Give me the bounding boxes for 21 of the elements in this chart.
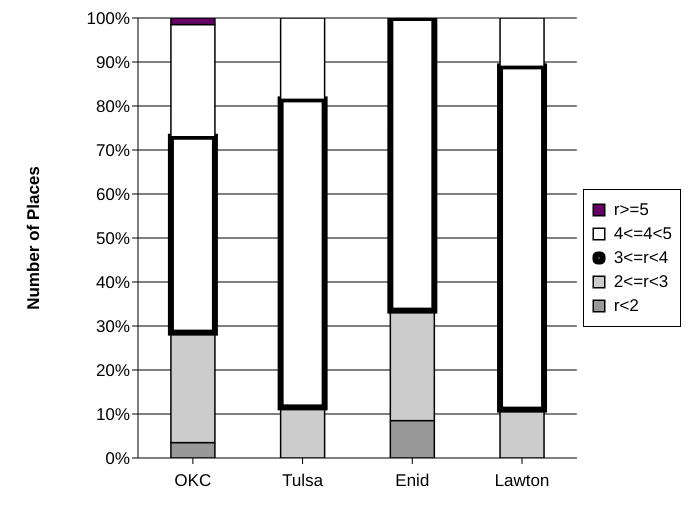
x-tick-label: Lawton bbox=[494, 471, 550, 490]
legend-label: r<2 bbox=[614, 296, 639, 316]
y-tick-label: 90% bbox=[96, 53, 130, 72]
y-axis-title: Number of Places bbox=[24, 166, 44, 310]
legend-label: 3<=r<4 bbox=[614, 248, 668, 268]
legend-label: 2<=r<3 bbox=[614, 272, 668, 292]
y-tick-label: 0% bbox=[105, 449, 130, 468]
y-tick-label: 10% bbox=[96, 405, 130, 424]
x-tick-label: OKC bbox=[174, 471, 212, 490]
y-tick-label: 100% bbox=[86, 9, 130, 28]
y-tick-label: 70% bbox=[96, 141, 130, 160]
x-tick-label: Tulsa bbox=[282, 471, 324, 490]
y-tick-label: 60% bbox=[96, 185, 130, 204]
y-tick-label: 20% bbox=[96, 361, 130, 380]
y-tick-label: 40% bbox=[96, 273, 130, 292]
y-tick-label: 50% bbox=[96, 229, 130, 248]
y-tick-label: 30% bbox=[96, 317, 130, 336]
legend-label: r>=5 bbox=[614, 200, 649, 220]
legend-label: 4<=4<5 bbox=[614, 224, 672, 244]
x-tick-label: Enid bbox=[395, 471, 430, 490]
y-tick-label: 80% bbox=[96, 97, 130, 116]
